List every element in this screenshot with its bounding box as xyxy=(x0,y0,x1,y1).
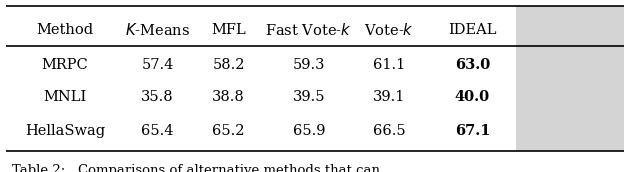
Text: 65.2: 65.2 xyxy=(212,124,245,138)
Text: 35.8: 35.8 xyxy=(141,90,174,104)
Bar xyxy=(516,6,624,151)
Text: 66.5: 66.5 xyxy=(373,124,405,138)
Text: 57.4: 57.4 xyxy=(141,58,174,72)
Text: 39.5: 39.5 xyxy=(292,90,325,104)
Text: 39.1: 39.1 xyxy=(373,90,405,104)
Text: Vote-$k$: Vote-$k$ xyxy=(364,22,414,37)
Text: MRPC: MRPC xyxy=(42,58,88,72)
Text: MNLI: MNLI xyxy=(43,90,86,104)
Text: Table 2:   Comparisons of alternative methods that can: Table 2: Comparisons of alternative meth… xyxy=(13,164,381,172)
Text: 67.1: 67.1 xyxy=(455,124,490,138)
Text: 63.0: 63.0 xyxy=(455,58,490,72)
Text: 65.9: 65.9 xyxy=(292,124,325,138)
Text: 59.3: 59.3 xyxy=(292,58,325,72)
Text: 65.4: 65.4 xyxy=(141,124,174,138)
Text: $K$-Means: $K$-Means xyxy=(125,22,190,37)
Text: 58.2: 58.2 xyxy=(212,58,245,72)
Text: 61.1: 61.1 xyxy=(373,58,405,72)
Text: 40.0: 40.0 xyxy=(455,90,490,104)
Text: IDEAL: IDEAL xyxy=(448,23,496,36)
Text: Method: Method xyxy=(37,23,93,36)
Text: 38.8: 38.8 xyxy=(212,90,245,104)
Text: HellaSwag: HellaSwag xyxy=(25,124,105,138)
Text: Fast Vote-$k$: Fast Vote-$k$ xyxy=(265,22,352,37)
Text: MFL: MFL xyxy=(211,23,246,36)
